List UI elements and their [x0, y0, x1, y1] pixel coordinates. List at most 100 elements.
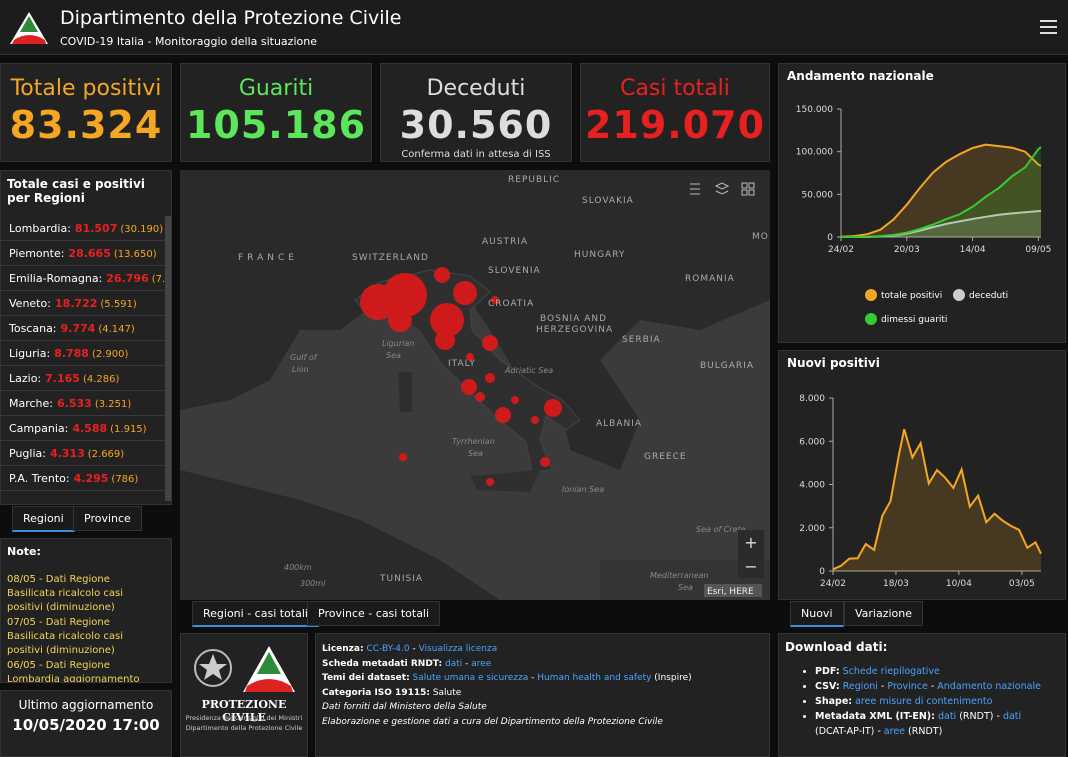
y-tick-label: 0: [819, 567, 825, 577]
menu-button[interactable]: [1040, 19, 1058, 35]
tab[interactable]: Province - casi totali: [307, 601, 441, 626]
text-segment: Temi dei dataset:: [322, 673, 410, 683]
download-item: CSV: Regioni - Province - Andamento nazi…: [815, 679, 1049, 694]
text-segment: Shape:: [815, 696, 853, 707]
text-segment[interactable]: aree: [883, 726, 906, 737]
text-segment[interactable]: Province: [887, 681, 928, 692]
text-segment[interactable]: Schede riepilogative: [842, 666, 940, 677]
y-tick-label: 100.000: [796, 148, 833, 158]
logo: [10, 12, 48, 44]
text-segment[interactable]: Salute umana e sicurezza: [412, 673, 529, 683]
note-item: 08/05 - Dati Regione Basilicata ricalcol…: [7, 574, 123, 613]
region-total: 26.796: [106, 272, 149, 285]
text-segment: (DCAT-AP-IT) -: [815, 726, 884, 737]
region-positive: (30.190): [120, 224, 164, 235]
text-segment: Scheda metadati RNDT:: [322, 658, 443, 669]
area-fill: [841, 147, 1041, 237]
tab[interactable]: Province: [73, 506, 142, 531]
tab[interactable]: Regioni - casi totali: [192, 601, 319, 627]
kpi-value: 83.324: [9, 103, 163, 147]
region-name: Piemonte:: [9, 247, 65, 260]
notes-title: Note:: [7, 545, 41, 558]
region-name: Veneto:: [9, 297, 51, 310]
kpi-label: Guariti: [238, 76, 314, 101]
map-label: ALBANIA: [596, 419, 642, 429]
scrollbar[interactable]: [165, 216, 171, 501]
legend-label: dimessi guariti: [881, 315, 947, 325]
region-name: Puglia:: [9, 447, 46, 460]
info-lines: Licenza: CC-BY-4.0 - Visualizza licenza S…: [322, 642, 692, 729]
region-positive: (786): [111, 474, 139, 485]
downloads-panel: Download dati: PDF: Schede riepilogative…: [778, 633, 1066, 757]
region-total: 6.533: [57, 397, 92, 410]
text-segment[interactable]: dati: [444, 658, 463, 669]
app-title: Dipartimento della Protezione Civile: [60, 7, 402, 29]
region-total: 9.774: [60, 322, 96, 335]
zoom-in[interactable]: +: [744, 533, 757, 552]
y-tick-label: 150.000: [796, 105, 833, 115]
map-label: Adriatic Sea: [504, 366, 553, 375]
text-segment: (RNDT) -: [956, 711, 1003, 722]
text-segment[interactable]: CC-BY-4.0: [366, 644, 410, 654]
text-segment[interactable]: Visualizza licenza: [418, 644, 498, 654]
text-segment[interactable]: Regioni: [842, 681, 878, 692]
zoom-out[interactable]: −: [744, 557, 757, 576]
region-positive: (1.915): [110, 424, 147, 435]
scale-label: 300mi: [300, 579, 326, 588]
header: Dipartimento della Protezione Civile COV…: [0, 0, 1068, 55]
text-segment: Dati forniti dal Ministero della Salute: [322, 702, 487, 712]
last-update: Ultimo aggiornamento 10/05/2020 17:00: [0, 690, 172, 757]
last-update-value: 10/05/2020 17:00: [12, 716, 160, 734]
area-fill: [841, 144, 1041, 237]
map-label: Tyrrhenian: [452, 437, 495, 446]
text-segment: (Inspire): [651, 673, 692, 683]
info-line: Scheda metadati RNDT: dati - aree: [322, 657, 692, 672]
text-segment: CSV:: [815, 681, 840, 692]
map-label: AUSTRIA: [482, 237, 528, 247]
region-row: Emilia-Romagna:26.796(7.191): [1, 266, 165, 291]
x-tick-label: 10/04: [946, 579, 972, 589]
x-tick-label: 18/03: [883, 579, 909, 589]
region-positive: (3.251): [94, 399, 132, 410]
text-segment[interactable]: aree: [471, 658, 492, 669]
map-label: Ionian Sea: [562, 485, 604, 494]
national-panel: Andamento nazionale 0 50.000 100.000 150.000…: [778, 63, 1066, 343]
map-label: Sea: [678, 583, 693, 592]
tab[interactable]: Variazione: [844, 601, 924, 626]
kpi-label: Casi totali: [620, 76, 730, 101]
text-segment[interactable]: Human health and safety: [537, 673, 652, 683]
map-label: SERBIA: [622, 335, 661, 345]
logo-panel: PROTEZIONE CIVILE Presidenza del Consigl…: [180, 633, 308, 757]
x-tick-label: 24/02: [828, 245, 854, 255]
x-tick-label: 14/04: [960, 245, 986, 255]
region-row: Veneto: 18.722 (5.591): [1, 291, 165, 316]
kpi-note: Conferma dati in attesa di ISS: [401, 149, 551, 160]
region-total: 7.165: [45, 372, 80, 385]
text-segment: -: [462, 658, 472, 669]
zoom-control[interactable]: [738, 530, 764, 578]
tab[interactable]: Regioni: [12, 506, 75, 532]
map-label: TUNISIA: [379, 574, 423, 584]
map-label: Sea of Crete: [696, 525, 746, 534]
region-row: Lazio: 7.165 (4.286): [1, 366, 165, 391]
kpi-label: Totale positivi: [10, 76, 162, 101]
region-row: P.A. Trento: 4.295 (786): [1, 466, 165, 491]
logo-name: PROTEZIONE CIVILE: [201, 698, 287, 724]
legend-label: totale positivi: [881, 291, 942, 301]
download-item: Metadata XML (IT-EN): dati (RNDT) - dati…: [815, 709, 1049, 739]
text-segment[interactable]: dati: [937, 711, 957, 722]
note-item: 07/05 - Dati Regione Basilicata ricalcol…: [7, 617, 123, 656]
map[interactable]: REPUBLIC SLOVAKIA MO AUSTRIA HUNGARY FRA…: [180, 170, 770, 600]
map-tools[interactable]: [690, 182, 755, 196]
text-segment: (RNDT): [905, 726, 943, 737]
map-label: BULGARIA: [700, 361, 754, 371]
notes-list: 08/05 - Dati Regione Basilicata ricalcol…: [7, 573, 157, 682]
text-segment[interactable]: aree misure di contenimento: [855, 696, 993, 707]
region-positive: (5.591): [100, 299, 137, 310]
map-label: Sea: [386, 351, 401, 360]
text-segment[interactable]: Andamento nazionale: [937, 681, 1041, 692]
tab[interactable]: Nuovi: [790, 601, 844, 627]
map-label: REPUBLIC: [508, 175, 560, 185]
text-segment[interactable]: dati: [1002, 711, 1022, 722]
info-line: Elaborazione e gestione dati a cura del …: [322, 715, 692, 730]
